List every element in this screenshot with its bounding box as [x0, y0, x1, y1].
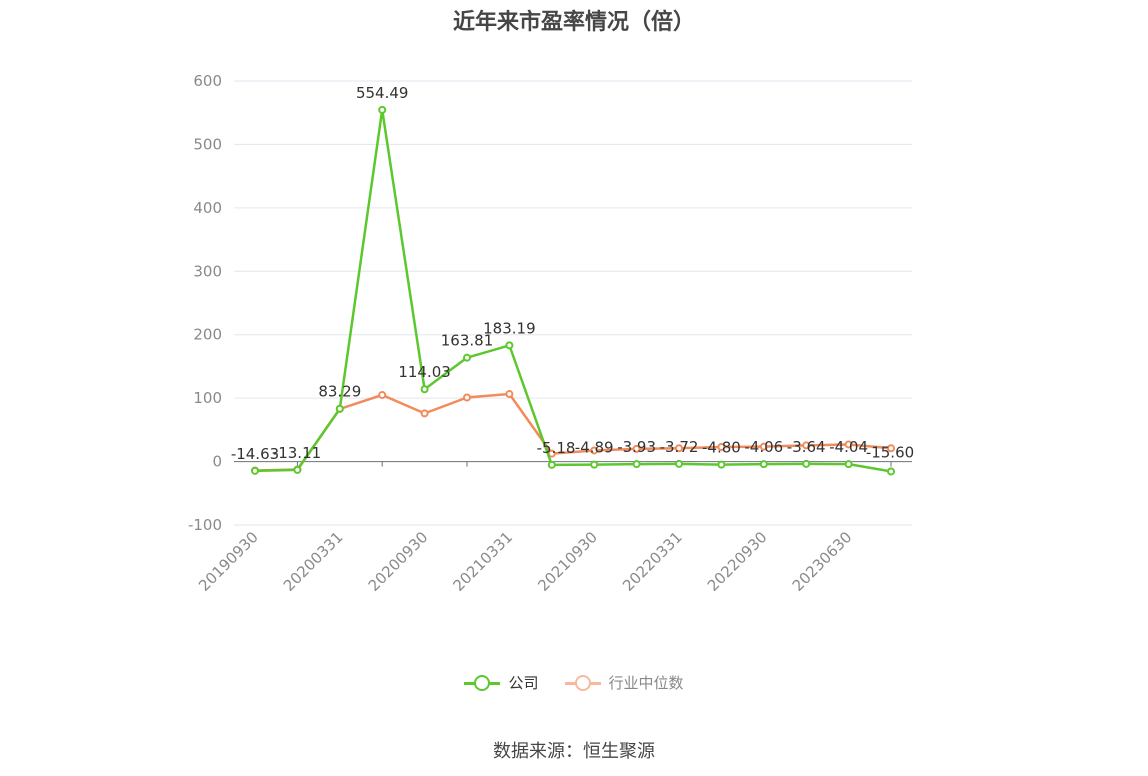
data-label: 114.03 — [398, 363, 451, 381]
axis-layer: -100 0 100 200 300 400 500 600 20190930 20200331 2… — [188, 72, 912, 595]
data-point-company — [717, 460, 726, 469]
data-label: 163.81 — [441, 332, 494, 350]
x-tick-label: 20210331 — [450, 528, 517, 595]
series-layer — [251, 105, 895, 476]
y-tick-label: 500 — [193, 135, 222, 153]
data-label: -4.04 — [829, 438, 868, 456]
data-point-industry-median — [887, 444, 895, 453]
data-point-industry-median — [675, 444, 683, 453]
data-point-company — [420, 385, 429, 394]
y-tick-label: -100 — [188, 516, 222, 534]
source-note: 数据来源：恒生聚源 — [493, 741, 655, 762]
data-point-company — [335, 404, 344, 413]
y-tick-label: 100 — [193, 389, 222, 407]
data-point-company — [505, 341, 514, 350]
chart-title: 近年来市盈率情况（倍） — [452, 10, 695, 35]
legend-company-line-icon — [464, 674, 501, 691]
data-point-company — [844, 460, 853, 469]
data-label-layer: -14.63-13.11 83.29 554.49 114.03 163.81183.1… — [231, 84, 914, 463]
data-label: -3.93 — [617, 438, 656, 456]
legend: 公司 行业中位数 — [0, 672, 1148, 693]
data-point-industry-median — [632, 444, 641, 453]
data-point-industry-median — [717, 442, 726, 451]
data-point-company — [378, 105, 387, 114]
data-point-company — [675, 459, 683, 468]
data-label: -15.60 — [866, 443, 914, 461]
data-point-industry-median — [802, 441, 811, 450]
grid-layer — [234, 80, 912, 526]
legend-industry-line-icon — [564, 674, 601, 691]
x-tick-label: 20220331 — [619, 528, 686, 595]
data-label: -3.72 — [660, 438, 699, 456]
data-point-company — [547, 460, 556, 469]
data-point-industry-median — [759, 442, 768, 451]
x-tick-label: 20210930 — [534, 528, 601, 595]
data-label: -4.89 — [575, 439, 614, 457]
data-label: 554.49 — [356, 84, 409, 102]
y-tick-label: 600 — [193, 72, 222, 90]
data-label: 183.19 — [483, 319, 536, 337]
data-label: -4.80 — [702, 439, 741, 457]
x-tick-label: 20200930 — [365, 528, 432, 595]
x-tick-label: 20230630 — [789, 528, 856, 595]
data-point-company — [251, 466, 259, 475]
y-tick-label: 400 — [193, 199, 222, 217]
data-point-company — [590, 460, 599, 469]
data-point-company — [293, 465, 302, 474]
x-tick-label: 20190930 — [195, 528, 262, 595]
data-point-company — [887, 467, 895, 476]
x-tick-label: 20200331 — [280, 528, 347, 595]
y-tick-label: 0 — [212, 453, 222, 471]
data-point-industry-median — [590, 446, 599, 455]
data-point-industry-median — [420, 409, 429, 418]
data-point-company — [759, 460, 768, 469]
legend-item-industry-median[interactable]: 行业中位数 — [564, 672, 684, 693]
data-point-company — [632, 460, 641, 469]
y-tick-label: 300 — [193, 262, 222, 280]
x-tick-label: 20220930 — [704, 528, 771, 595]
data-label: -5.18 — [537, 439, 576, 457]
data-point-industry-median — [463, 393, 471, 402]
data-label: -4.06 — [744, 438, 783, 456]
series-line-industry-median — [254, 392, 892, 472]
data-point-industry-median — [378, 390, 387, 399]
data-label: -3.64 — [787, 438, 826, 456]
data-label: 83.29 — [318, 383, 361, 401]
legend-label-industry-median: 行业中位数 — [608, 674, 684, 692]
data-point-industry-median — [505, 390, 514, 399]
series-line-company — [254, 108, 892, 473]
y-tick-label: 200 — [193, 326, 222, 344]
legend-label-company: 公司 — [508, 674, 539, 692]
data-label: -14.63 — [231, 445, 279, 463]
legend-item-company[interactable]: 公司 — [464, 672, 539, 693]
data-point-company — [463, 353, 471, 362]
data-point-company — [802, 459, 811, 468]
data-point-industry-median — [844, 440, 853, 449]
data-label: -13.11 — [273, 444, 321, 462]
